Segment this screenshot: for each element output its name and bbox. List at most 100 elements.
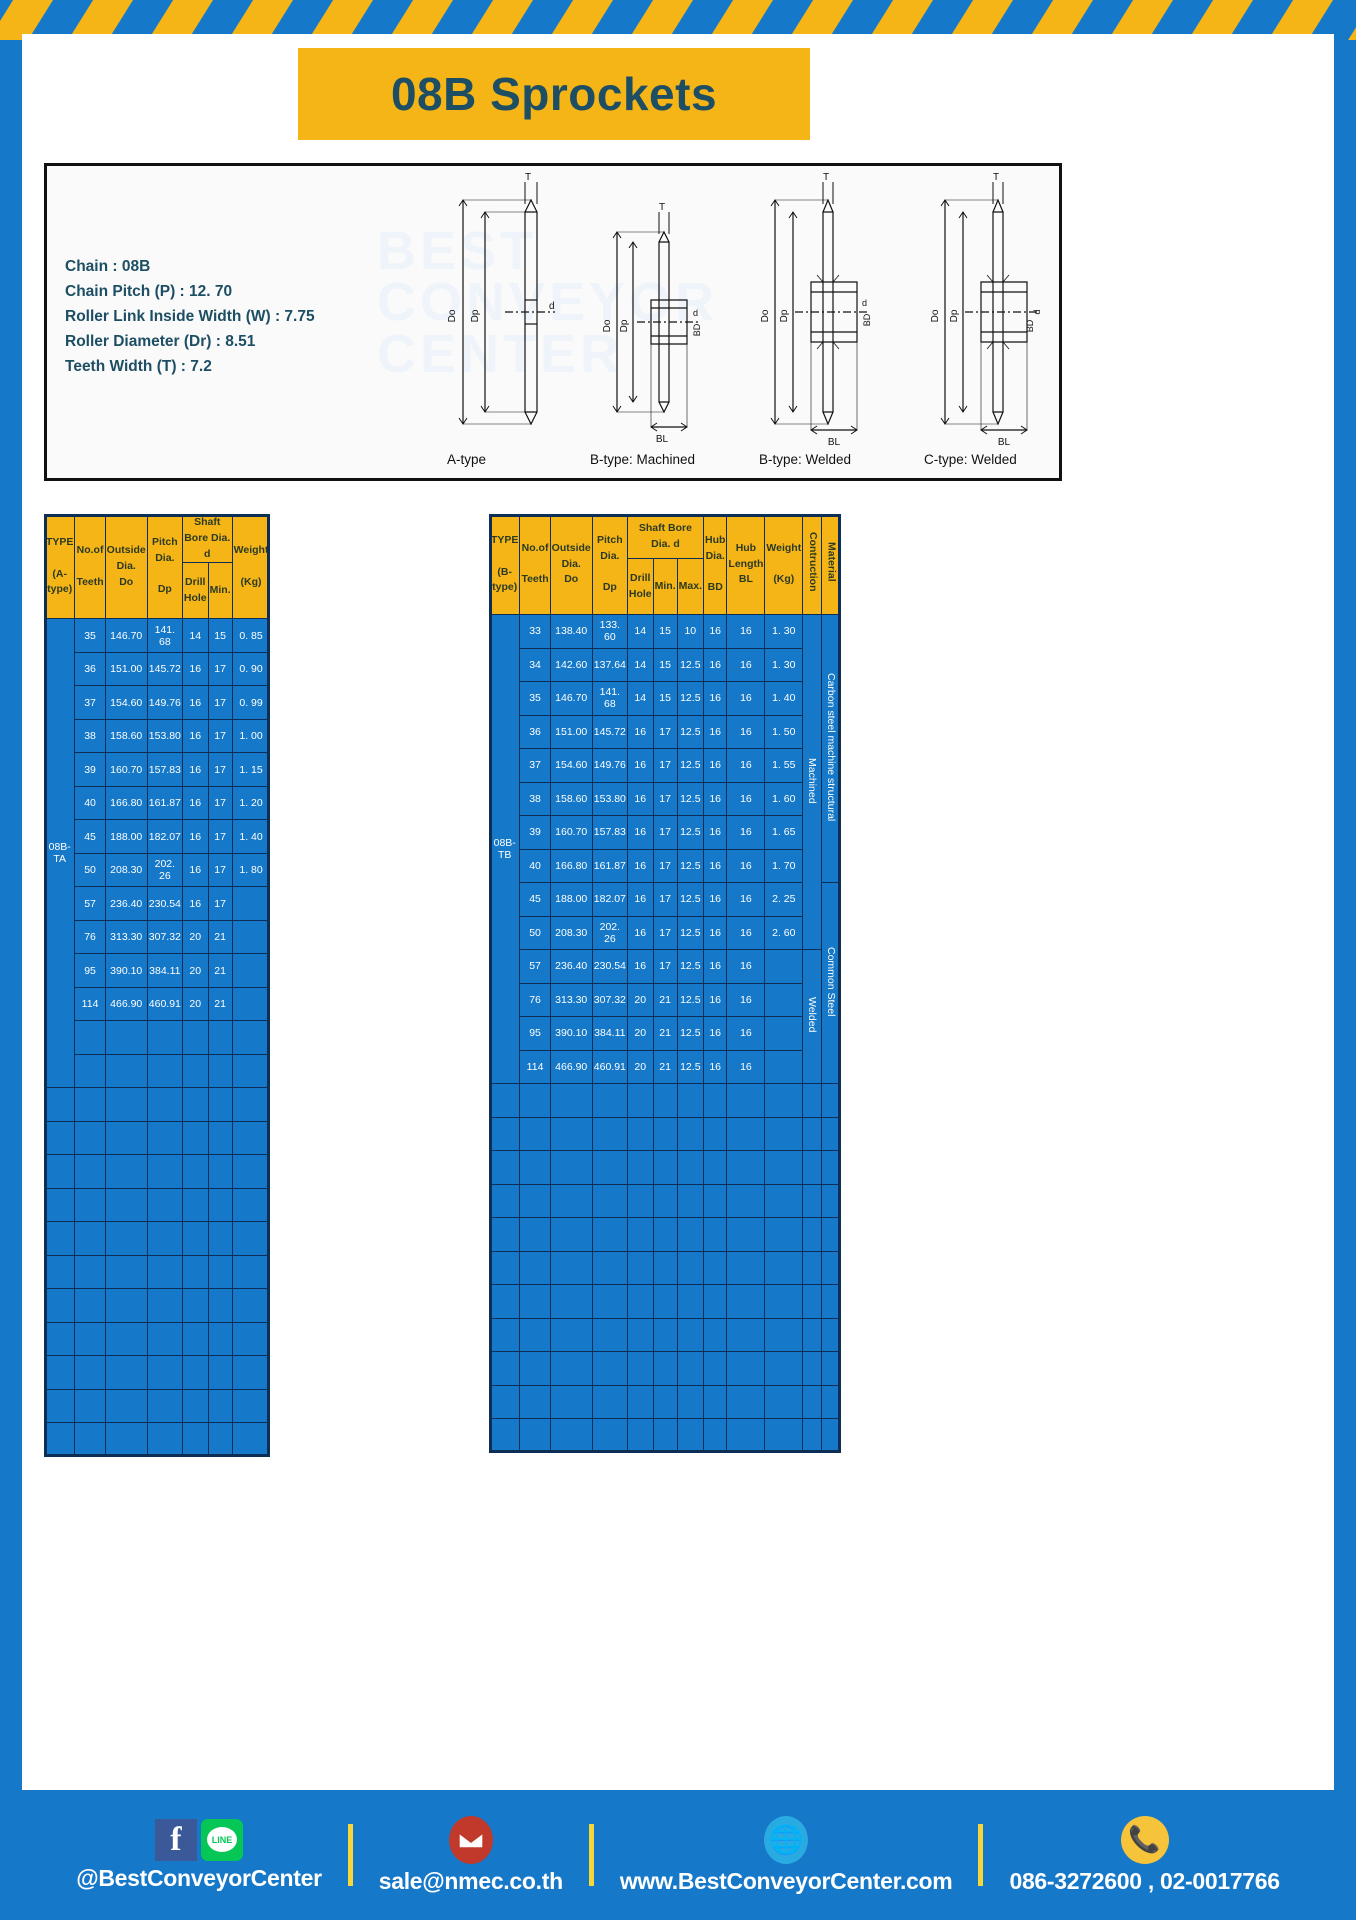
diagram-label-b-welded: B-type: Welded: [759, 452, 852, 467]
cell: 12.5: [676, 882, 704, 917]
cell-empty: [702, 1418, 728, 1453]
th-b-construction: Contruction: [802, 514, 822, 615]
cell-empty: [702, 1351, 728, 1386]
svg-text:BD: BD: [1025, 319, 1035, 332]
cell-empty: [652, 1150, 678, 1185]
cell: 16: [702, 714, 728, 749]
svg-text:Do: Do: [930, 309, 941, 322]
cell: 16: [726, 614, 766, 649]
cell: [146, 1053, 183, 1089]
cell-empty: [488, 1183, 521, 1218]
cell: 466.90: [104, 986, 148, 1022]
cell: 10: [676, 614, 704, 649]
cell: 34: [519, 647, 551, 682]
footer-email[interactable]: sale@nmec.co.th: [378, 1867, 563, 1894]
cell-empty: [820, 1284, 841, 1319]
cell-empty: [181, 1321, 209, 1357]
cell: 16: [626, 949, 654, 984]
cell-empty: [488, 1384, 521, 1419]
cell: [207, 1053, 233, 1089]
cell-empty: [591, 1083, 628, 1118]
cell-empty: [676, 1217, 704, 1252]
cell: 16: [626, 781, 654, 816]
cell-empty: [74, 1120, 106, 1156]
cell: 307.32: [591, 982, 628, 1017]
email-icon[interactable]: [448, 1815, 493, 1864]
top-chevron-strip: [0, 0, 1356, 40]
facebook-icon[interactable]: f: [154, 1818, 197, 1861]
table-row-empty: [43, 1388, 271, 1424]
footer-divider-2: [588, 1824, 594, 1886]
table-row: 37 154.60 149.76 16 17 12.5 16 16 1. 55: [490, 748, 841, 783]
footer-phone-group[interactable]: 📞 086-3272600 , 02-0017766: [995, 1815, 1293, 1895]
cell-empty: [591, 1418, 628, 1453]
cell-empty: [43, 1254, 76, 1290]
table-row: 57 236.40 230.54 16 17 12.5 16 16 Welded: [490, 949, 841, 1084]
footer-social-handle[interactable]: @BestConveyorCenter: [76, 1864, 322, 1891]
table-row-empty: [488, 1284, 841, 1319]
cell: 146.70: [104, 618, 148, 653]
page-card: 08B Sprockets BEST CONVEYOR CENTER Chain…: [22, 34, 1334, 1790]
cell: 208.30: [549, 915, 593, 950]
cell: 21: [207, 986, 233, 1022]
cell: 36: [74, 651, 106, 687]
table-row-empty: [488, 1418, 841, 1453]
cell-empty: [626, 1250, 654, 1285]
cell: 40: [519, 848, 551, 883]
cell-empty: [820, 1384, 841, 1419]
cell: 16: [702, 1049, 728, 1084]
cell-empty: [802, 1384, 822, 1419]
cell: 313.30: [549, 982, 593, 1017]
cell: 202. 26: [146, 852, 183, 888]
phone-icon[interactable]: 📞: [1120, 1815, 1169, 1864]
cell: 384.11: [591, 1016, 628, 1051]
cell: 45: [74, 819, 106, 854]
cell: 16: [626, 714, 654, 749]
cell: 230.54: [591, 949, 628, 984]
footer-website[interactable]: www.BestConveyorCenter.com: [619, 1867, 953, 1894]
svg-text:BL: BL: [656, 434, 669, 445]
page-title-banner: 08B Sprockets: [298, 48, 810, 140]
cell: [74, 1020, 106, 1055]
table-row-empty: [488, 1183, 841, 1218]
cell-empty: [626, 1183, 654, 1218]
cell-empty: [702, 1250, 728, 1285]
cell-empty: [626, 1317, 654, 1352]
cell: 160.70: [104, 752, 148, 787]
cell: 16: [702, 781, 728, 816]
line-icon[interactable]: LINE: [200, 1818, 243, 1861]
cell-empty: [488, 1284, 521, 1319]
cell: 17: [652, 882, 678, 917]
cell: [231, 953, 271, 988]
table-row: 76 313.30 307.32 20 21: [45, 919, 271, 955]
cell: 17: [207, 651, 233, 687]
th-b-drill-hole: Drill Hole: [626, 558, 654, 615]
cell: 14: [626, 614, 654, 649]
cell-empty: [549, 1150, 593, 1185]
cell: [181, 1053, 209, 1089]
table-row: 36 151.00 145.72 16 17 12.5 16 16 1. 50: [490, 714, 841, 749]
footer-social-group[interactable]: f LINE @BestConveyorCenter: [62, 1818, 336, 1892]
cell-empty: [231, 1187, 271, 1223]
cell-empty: [181, 1087, 209, 1122]
cell-empty: [591, 1150, 628, 1185]
cell: 1. 65: [764, 815, 804, 850]
cell-empty: [231, 1422, 271, 1457]
cell: 21: [652, 982, 678, 1017]
cell-empty: [519, 1217, 551, 1252]
cell: 16: [181, 852, 209, 888]
footer-website-group[interactable]: 🌐 www.BestConveyorCenter.com: [606, 1815, 967, 1895]
cell-empty: [591, 1384, 628, 1419]
table-row-empty: [43, 1355, 271, 1390]
cell: 236.40: [104, 886, 148, 921]
globe-icon[interactable]: 🌐: [764, 1815, 809, 1864]
cell-type-label: 08B-TB: [488, 614, 521, 1084]
cell-empty: [820, 1250, 841, 1285]
footer-phone[interactable]: 086-3272600 , 02-0017766: [1009, 1867, 1280, 1894]
cell: 17: [207, 852, 233, 888]
footer-email-group[interactable]: sale@nmec.co.th: [365, 1815, 577, 1895]
cell: 16: [702, 949, 728, 984]
cell: 0. 99: [231, 685, 271, 720]
cell: 20: [181, 953, 209, 988]
cell-empty: [676, 1418, 704, 1453]
